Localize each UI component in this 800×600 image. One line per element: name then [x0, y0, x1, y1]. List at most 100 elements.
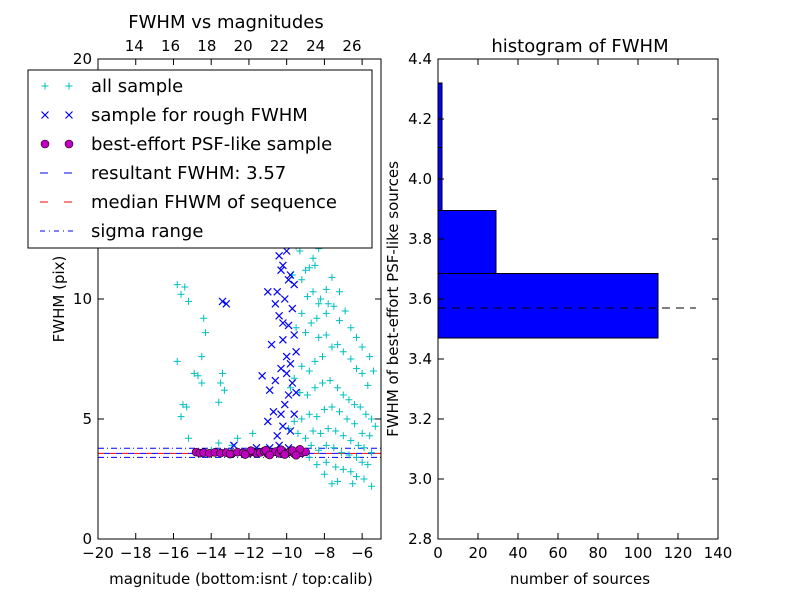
all-sample-point	[320, 470, 328, 478]
all-sample-point	[220, 386, 228, 394]
all-sample-point	[368, 415, 376, 423]
rough-fwhm-point	[282, 352, 291, 361]
all-sample-point	[364, 461, 372, 469]
all-sample-point	[369, 367, 377, 375]
all-sample-point	[330, 444, 338, 452]
all-sample-point	[185, 297, 193, 305]
all-sample-point	[339, 465, 347, 473]
all-sample-point	[177, 413, 185, 421]
rough-fwhm-point	[280, 295, 289, 303]
x-tick-label: 120	[664, 544, 693, 562]
rough-fwhm-point	[273, 287, 282, 296]
rough-fwhm-point	[286, 359, 295, 368]
all-sample-point	[296, 247, 304, 255]
all-sample-point	[368, 482, 376, 490]
rough-fwhm-point	[275, 251, 284, 260]
all-sample-point	[296, 389, 304, 397]
scatter-xlabel: magnitude (bottom:isnt / top:calib)	[109, 570, 373, 588]
rough-fwhm-point	[278, 335, 287, 344]
rough-fwhm-point	[290, 331, 299, 339]
all-sample-point	[358, 343, 366, 351]
rough-fwhm-point	[278, 319, 287, 327]
all-sample-point	[347, 468, 355, 476]
all-sample-point	[298, 415, 306, 423]
all-sample-point	[200, 314, 208, 322]
all-sample-point	[311, 357, 319, 365]
all-sample-point	[298, 276, 306, 284]
all-sample-point	[305, 453, 313, 461]
all-sample-point	[351, 401, 359, 409]
rough-fwhm-point	[280, 400, 289, 409]
all-sample-point	[303, 293, 311, 301]
all-sample-point	[298, 309, 306, 317]
x-tick-label: −8	[313, 544, 335, 562]
all-sample-point	[311, 261, 319, 269]
all-sample-point	[315, 333, 323, 341]
x-tick-label: 40	[508, 544, 527, 562]
x-tick-label: −10	[271, 544, 303, 562]
scatter-title: FWHM vs magnitudes	[128, 12, 323, 33]
legend-marker-dot	[40, 139, 50, 149]
psf-like-point	[280, 450, 290, 459]
y-tick-label: 3.8	[408, 230, 432, 248]
all-sample-point	[309, 427, 317, 435]
all-sample-point	[290, 417, 298, 425]
all-sample-point	[202, 329, 210, 337]
rough-fwhm-point	[263, 417, 272, 426]
all-sample-point	[322, 309, 330, 317]
all-sample-point	[179, 401, 187, 409]
histogram-panel: histogram of FWHM 0 20 40 60 80 100 120 140 2.8 3…	[384, 36, 732, 588]
all-sample-point	[249, 429, 257, 437]
all-sample-point	[366, 353, 374, 361]
y-tick-label: 20	[73, 50, 92, 68]
all-sample-point	[335, 317, 343, 325]
x-tick-label: −20	[82, 544, 114, 562]
all-sample-point	[352, 453, 360, 461]
rough-fwhm-point	[284, 391, 293, 399]
all-sample-point	[362, 410, 370, 418]
rough-fwhm-point	[278, 422, 287, 431]
all-sample-point	[351, 420, 359, 428]
psf-like-point	[240, 450, 250, 459]
all-sample-point	[305, 264, 313, 272]
histogram-bar	[437, 210, 497, 274]
all-sample-point	[358, 429, 366, 437]
all-sample-point	[334, 341, 342, 349]
rough-fwhm-point	[271, 376, 280, 385]
x-tick-label: −12	[233, 544, 265, 562]
legend-label: sigma range	[91, 221, 203, 242]
rough-fwhm-point	[277, 410, 285, 419]
all-sample-point	[294, 429, 302, 437]
y-tick-label: 2.8	[408, 530, 432, 548]
all-sample-point	[219, 369, 227, 377]
x-tick-label: 0	[433, 544, 443, 562]
rough-fwhm-point	[273, 431, 282, 440]
all-sample-point	[360, 475, 368, 483]
top-x-tick-label: 14	[125, 37, 144, 55]
all-sample-point	[311, 384, 319, 392]
all-sample-point	[322, 331, 330, 339]
top-x-tick-label: 22	[270, 37, 289, 55]
legend-box	[27, 69, 373, 249]
all-sample-point	[302, 266, 310, 274]
y-tick-label: 3.0	[408, 470, 432, 488]
y-tick-label: 10	[73, 290, 92, 308]
all-sample-point	[317, 429, 325, 437]
all-sample-point	[324, 425, 332, 433]
all-sample-point	[334, 477, 342, 485]
all-sample-point	[319, 353, 327, 361]
legend-label: sample for rough FWHM	[91, 105, 308, 126]
rough-fwhm-point	[277, 364, 285, 373]
all-sample-point	[173, 357, 181, 365]
histogram-bar	[437, 82, 443, 148]
x-tick-label: −6	[351, 544, 373, 562]
all-sample-point	[343, 415, 351, 423]
all-sample-point	[371, 422, 379, 430]
all-sample-point	[217, 379, 225, 387]
legend-marker-cross	[41, 111, 49, 119]
rough-fwhm-point	[218, 297, 227, 306]
rough-fwhm-point	[282, 369, 291, 378]
scatter-panel: FWHM vs magnitudes −20 −18 −16 −14 −12 −10 −8−…	[27, 12, 382, 588]
x-tick-label: −18	[120, 544, 152, 562]
x-tick-label: 20	[468, 544, 487, 562]
